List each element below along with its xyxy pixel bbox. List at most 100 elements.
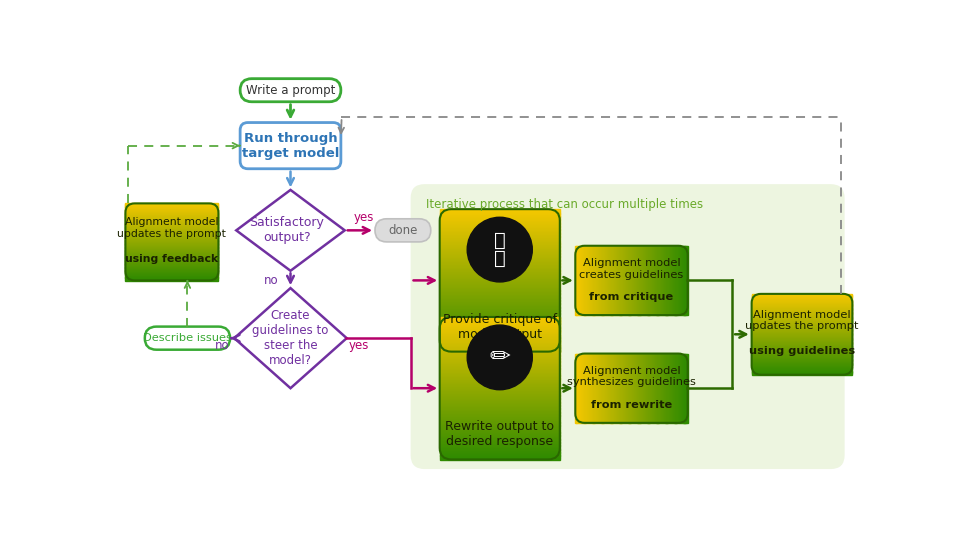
Bar [440, 245, 560, 247]
Bar [653, 354, 655, 423]
Bar [617, 354, 618, 423]
Bar [440, 404, 560, 406]
Bar [622, 354, 624, 423]
Bar [588, 246, 590, 315]
Bar [440, 225, 560, 227]
Bar [126, 226, 219, 227]
Bar [660, 246, 661, 315]
Bar [651, 246, 652, 315]
Bar [667, 246, 669, 315]
Bar [752, 312, 852, 313]
Bar [681, 354, 683, 423]
Bar [126, 276, 219, 278]
Bar [126, 217, 219, 218]
Bar [752, 370, 852, 372]
Bar [654, 246, 656, 315]
Bar [126, 218, 219, 219]
Bar [752, 329, 852, 330]
Bar [440, 425, 560, 427]
Bar [440, 291, 560, 292]
Bar [667, 354, 669, 423]
Bar [126, 235, 219, 236]
Bar [670, 354, 671, 423]
Bar [619, 354, 621, 423]
Bar [440, 256, 560, 258]
Bar [126, 234, 219, 235]
Bar [752, 346, 852, 347]
Bar [752, 320, 852, 321]
Bar [663, 246, 664, 315]
Bar [440, 316, 560, 318]
Bar [440, 358, 560, 360]
Bar [752, 342, 852, 343]
Bar [440, 295, 560, 296]
Bar [440, 444, 560, 446]
Bar [440, 272, 560, 274]
Bar [440, 418, 560, 420]
Bar [440, 455, 560, 457]
Bar [752, 347, 852, 348]
Bar [126, 222, 219, 223]
Bar [126, 209, 219, 210]
Bar [440, 371, 560, 373]
Bar [633, 246, 635, 315]
Text: Satisfactory
output?: Satisfactory output? [250, 217, 324, 244]
Bar [639, 354, 641, 423]
Bar [126, 245, 219, 246]
Bar [126, 247, 219, 248]
Bar [752, 338, 852, 339]
Bar [126, 221, 219, 222]
Bar [440, 381, 560, 383]
Bar [126, 267, 219, 268]
Bar [126, 230, 219, 231]
Bar [679, 354, 681, 423]
Bar [440, 224, 560, 225]
Bar [618, 246, 619, 315]
Bar [440, 346, 560, 348]
Bar [660, 246, 662, 315]
Bar [752, 310, 852, 311]
Bar [126, 204, 219, 205]
Bar [675, 246, 677, 315]
Bar [752, 352, 852, 353]
Bar [608, 354, 610, 423]
Bar [440, 380, 560, 381]
Bar [440, 417, 560, 418]
Bar [126, 222, 219, 224]
Bar [674, 354, 676, 423]
Bar [440, 306, 560, 308]
Bar [440, 303, 560, 305]
Bar [126, 264, 219, 265]
Bar [677, 246, 678, 315]
Bar [621, 354, 623, 423]
Bar [440, 287, 560, 289]
Bar [126, 213, 219, 214]
Bar [440, 394, 560, 396]
FancyBboxPatch shape [145, 327, 230, 350]
Bar [591, 354, 592, 423]
Bar [440, 248, 560, 249]
Bar [684, 354, 685, 423]
Bar [440, 285, 560, 287]
Bar [595, 246, 597, 315]
Bar [752, 321, 852, 322]
Bar [635, 246, 636, 315]
Bar [660, 354, 662, 423]
Bar [752, 367, 852, 369]
Bar [607, 246, 609, 315]
Bar [650, 246, 651, 315]
Bar [126, 248, 219, 249]
Bar [440, 279, 560, 281]
Bar [440, 284, 560, 285]
Bar [752, 303, 852, 305]
Bar [126, 268, 219, 269]
Bar [752, 301, 852, 302]
Bar [440, 309, 560, 310]
Bar [440, 457, 560, 458]
Bar [650, 354, 651, 423]
Bar [668, 246, 670, 315]
Bar [752, 295, 852, 296]
Bar [126, 274, 219, 275]
Bar [440, 378, 560, 380]
Bar [440, 293, 560, 295]
